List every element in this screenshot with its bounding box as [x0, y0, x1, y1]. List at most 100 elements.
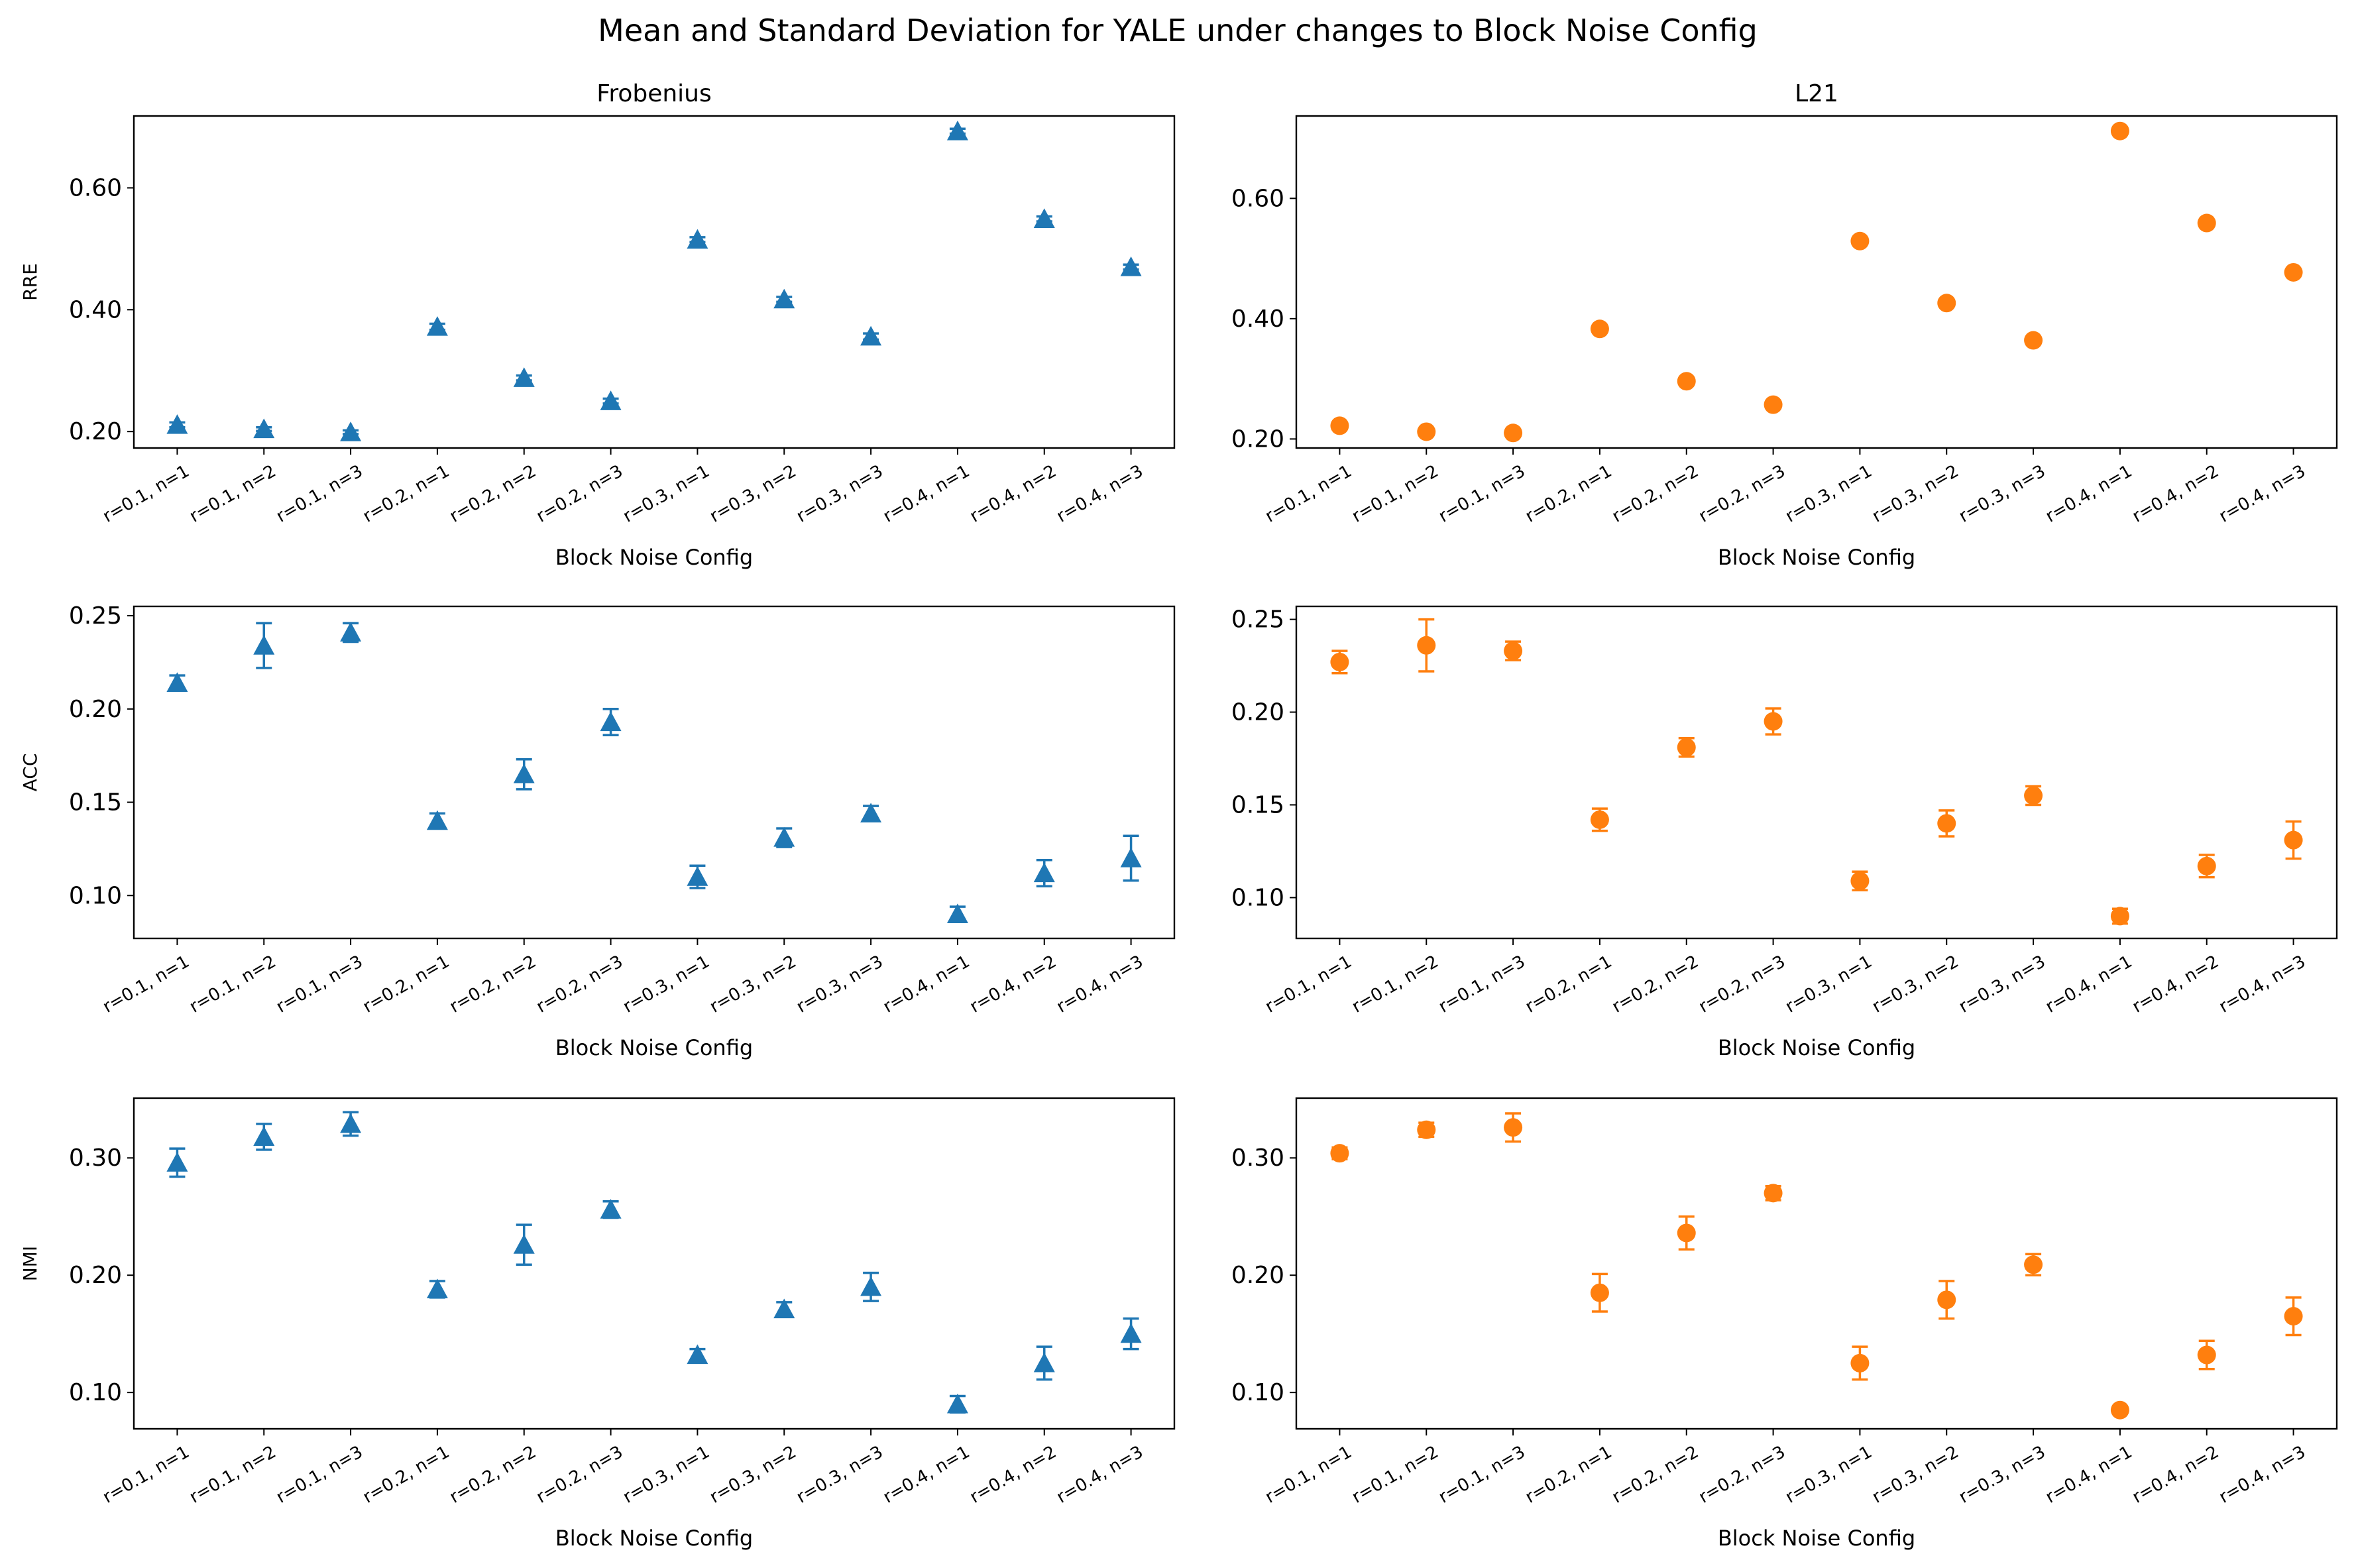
x-tick-label: r=0.4, n=2 [2129, 1442, 2223, 1508]
x-axis-label: Block Noise Config [555, 545, 753, 570]
y-tick-label: 0.30 [69, 1145, 122, 1172]
x-tick-label: r=0.3, n=3 [793, 952, 887, 1017]
data-point [1677, 738, 1696, 757]
y-tick-label: 0.10 [69, 882, 122, 909]
data-point [1590, 1283, 1609, 1302]
data-point [1120, 1323, 1142, 1343]
y-tick-label: 0.20 [69, 696, 122, 723]
data-point [2197, 856, 2216, 875]
x-tick-label: r=0.4, n=3 [1053, 461, 1147, 527]
subplot-acc-l21: 0.100.150.200.25r=0.1, n=1r=0.1, n=2r=0.… [1231, 605, 2338, 1060]
data-point [1417, 1120, 1436, 1139]
data-point [860, 325, 882, 346]
x-tick-label: r=0.2, n=2 [447, 461, 540, 527]
data-point [426, 810, 448, 830]
data-point [946, 120, 968, 140]
x-tick-label: r=0.1, n=2 [1349, 952, 1442, 1017]
data-point [1764, 712, 1783, 731]
x-tick-label: r=0.1, n=3 [1435, 461, 1529, 527]
data-point [253, 635, 275, 655]
x-tick-label: r=0.2, n=3 [1695, 461, 1789, 527]
data-point [600, 390, 622, 410]
x-tick-label: r=0.2, n=3 [1695, 1442, 1789, 1508]
x-tick-label: r=0.2, n=1 [360, 461, 453, 527]
x-tick-label: r=0.3, n=3 [1956, 952, 2049, 1017]
data-point [253, 418, 275, 439]
data-point [687, 229, 708, 249]
axes-frame [133, 605, 1176, 940]
x-tick-label: r=0.1, n=1 [1262, 461, 1355, 527]
x-tick-label: r=0.2, n=3 [533, 1442, 626, 1508]
data-point [1850, 871, 1870, 891]
data-point [1850, 231, 1870, 251]
x-tick-label: r=0.2, n=3 [533, 952, 626, 1017]
y-tick-label: 0.60 [69, 174, 122, 201]
subplot-title: Frobenius [596, 80, 712, 107]
data-point [1764, 1184, 1783, 1203]
x-tick-label: r=0.4, n=2 [2129, 952, 2223, 1017]
x-tick-label: r=0.2, n=1 [1522, 952, 1616, 1017]
data-point [2110, 1400, 2129, 1420]
data-point [860, 803, 882, 823]
x-tick-label: r=0.2, n=2 [1609, 1442, 1703, 1508]
x-tick-label: r=0.3, n=3 [793, 1442, 887, 1508]
data-point [600, 711, 622, 732]
x-tick-label: r=0.1, n=1 [99, 461, 193, 527]
data-point [1033, 862, 1055, 883]
data-point [340, 421, 362, 441]
data-point [2197, 213, 2216, 233]
x-tick-label: r=0.2, n=2 [447, 1442, 540, 1508]
x-tick-label: r=0.1, n=1 [1262, 952, 1355, 1017]
y-tick-label: 0.10 [1231, 884, 1284, 911]
subplot-acc-frobenius: 0.100.150.200.25r=0.1, n=1r=0.1, n=2r=0.… [19, 602, 1176, 1060]
data-point [2024, 331, 2043, 350]
axes-frame [1295, 1097, 2338, 1430]
x-tick-label: r=0.4, n=1 [880, 1442, 974, 1508]
x-tick-label: r=0.1, n=2 [1349, 1442, 1442, 1508]
data-point [1850, 1353, 1870, 1372]
data-point [1033, 208, 1055, 228]
x-tick-label: r=0.3, n=3 [793, 461, 887, 527]
y-tick-label: 0.40 [1231, 306, 1284, 333]
x-tick-label: r=0.4, n=1 [2043, 461, 2136, 527]
x-tick-label: r=0.2, n=2 [1609, 461, 1703, 527]
y-tick-label: 0.25 [1231, 606, 1284, 634]
y-tick-label: 0.10 [1231, 1379, 1284, 1406]
data-point [1764, 395, 1783, 414]
y-tick-label: 0.20 [1231, 425, 1284, 453]
data-point [1330, 416, 1349, 435]
x-tick-label: r=0.4, n=1 [2043, 952, 2136, 1017]
x-tick-label: r=0.3, n=2 [706, 461, 800, 527]
subplot-rre-l21: 0.20 0.40 0.60 r=0.1, n=1r=0.1, n=2r=0.1, n… [1231, 80, 2338, 570]
y-tick-label: 0.15 [69, 789, 122, 816]
x-tick-label: r=0.1, n=3 [273, 952, 366, 1017]
data-point [426, 316, 448, 336]
x-tick-label: r=0.1, n=1 [99, 1442, 193, 1508]
x-tick-label: r=0.1, n=2 [186, 952, 280, 1017]
y-axis-label: ACC [19, 754, 41, 792]
x-tick-label: r=0.4, n=3 [2216, 952, 2309, 1017]
subplot-grid: 0.200.400.60r=0.1, n=1r=0.1, n=2r=0.1, n… [19, 80, 2338, 1551]
x-tick-label: r=0.4, n=1 [880, 952, 974, 1017]
data-point [2110, 121, 2129, 140]
axes-frame [1295, 115, 2338, 449]
data-point [340, 622, 362, 642]
x-tick-label: r=0.1, n=3 [273, 461, 366, 527]
data-point [2110, 907, 2129, 926]
x-tick-label: r=0.4, n=3 [2216, 461, 2309, 527]
data-point [1677, 1223, 1696, 1243]
x-tick-label: r=0.3, n=3 [1956, 461, 2049, 527]
y-tick-label: 0.40 [69, 296, 122, 323]
x-axis-label: Block Noise Config [1718, 1526, 1915, 1551]
data-point [2284, 1307, 2303, 1326]
x-tick-label: r=0.3, n=1 [620, 461, 713, 527]
data-point [426, 1278, 448, 1299]
data-point [1033, 1352, 1055, 1372]
x-tick-label: r=0.1, n=3 [1435, 1442, 1529, 1508]
x-tick-label: r=0.2, n=3 [533, 461, 626, 527]
x-tick-label: r=0.4, n=2 [967, 952, 1060, 1017]
x-tick-label: r=0.4, n=3 [1053, 952, 1147, 1017]
subplot-title: L21 [1795, 80, 1838, 107]
y-tick-label: 0.15 [1231, 791, 1284, 818]
data-point [340, 1113, 362, 1133]
